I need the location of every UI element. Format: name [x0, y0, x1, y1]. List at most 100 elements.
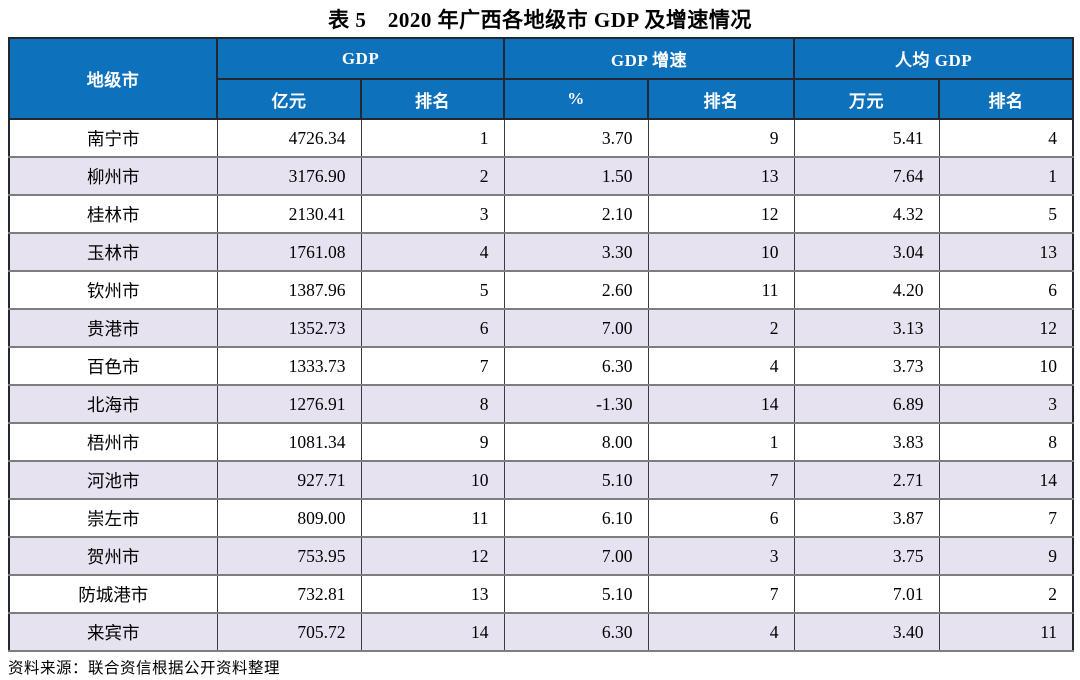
city-cell: 百色市 [8, 346, 218, 386]
per-capita-cell: 3.13 [793, 308, 940, 348]
table-row: 柳州市 3176.90 2 1.50 13 7.64 1 [8, 156, 1074, 196]
header-group-gdp-growth: GDP 增速 [503, 37, 796, 80]
per-capita-rank-cell: 10 [938, 346, 1074, 386]
header-gdp-rank: 排名 [359, 78, 506, 120]
growth-cell: 3.70 [503, 118, 649, 158]
growth-rank-cell: 12 [647, 194, 795, 234]
growth-rank-cell: 4 [647, 612, 795, 652]
per-capita-cell: 3.83 [793, 422, 940, 462]
growth-cell: 5.10 [503, 460, 649, 500]
table-title: 表 5 2020 年广西各地级市 GDP 及增速情况 [328, 7, 752, 32]
per-capita-cell: 2.71 [793, 460, 940, 500]
gdp-cell: 1081.34 [216, 422, 362, 462]
gdp-cell: 3176.90 [216, 156, 362, 196]
growth-cell: 5.10 [503, 574, 649, 614]
per-capita-cell: 3.04 [793, 232, 940, 272]
table-row: 河池市 927.71 10 5.10 7 2.71 14 [8, 460, 1074, 500]
growth-cell: 7.00 [503, 536, 649, 576]
header-per-capita-unit: 万元 [793, 78, 941, 120]
table-row: 防城港市 732.81 13 5.10 7 7.01 2 [8, 574, 1074, 614]
city-cell: 崇左市 [8, 498, 218, 538]
growth-rank-cell: 11 [647, 270, 795, 310]
city-cell: 梧州市 [8, 422, 218, 462]
gdp-cell: 809.00 [216, 498, 362, 538]
per-capita-rank-cell: 12 [938, 308, 1074, 348]
gdp-cell: 705.72 [216, 612, 362, 652]
gdp-rank-cell: 14 [360, 612, 505, 652]
gdp-cell: 1333.73 [216, 346, 362, 386]
header-group-gdp: GDP [215, 37, 506, 80]
per-capita-cell: 4.32 [793, 194, 940, 234]
growth-cell: 7.00 [503, 308, 649, 348]
table-row: 玉林市 1761.08 4 3.30 10 3.04 13 [8, 232, 1074, 272]
gdp-cell: 1387.96 [216, 270, 362, 310]
table-row: 崇左市 809.00 11 6.10 6 3.87 7 [8, 498, 1074, 538]
per-capita-rank-cell: 9 [938, 536, 1074, 576]
growth-cell: 2.10 [503, 194, 649, 234]
city-cell: 南宁市 [8, 118, 218, 158]
table-body: 南宁市 4726.34 1 3.70 9 5.41 4 柳州市 3176.90 2 1.50 13 7.… [8, 118, 1074, 652]
gdp-rank-cell: 6 [360, 308, 505, 348]
growth-rank-cell: 13 [647, 156, 795, 196]
per-capita-cell: 3.87 [793, 498, 940, 538]
gdp-table: 地级市 GDP GDP 增速 人均 GDP 亿元 排名 % 排名 万元 排名 南… [8, 37, 1075, 652]
growth-rank-cell: 7 [647, 574, 795, 614]
per-capita-rank-cell: 1 [938, 156, 1074, 196]
gdp-rank-cell: 2 [360, 156, 505, 196]
per-capita-cell: 3.73 [793, 346, 940, 386]
per-capita-cell: 3.40 [793, 612, 940, 652]
per-capita-rank-cell: 5 [938, 194, 1074, 234]
table-row: 北海市 1276.91 8 -1.30 14 6.89 3 [8, 384, 1074, 424]
gdp-rank-cell: 4 [360, 232, 505, 272]
gdp-rank-cell: 11 [360, 498, 505, 538]
gdp-rank-cell: 3 [360, 194, 505, 234]
city-cell: 桂林市 [8, 194, 218, 234]
header-growth-unit: % [503, 78, 650, 120]
city-cell: 柳州市 [8, 156, 218, 196]
header-growth-rank: 排名 [647, 78, 796, 120]
growth-rank-cell: 1 [647, 422, 795, 462]
growth-cell: 1.50 [503, 156, 649, 196]
table-row: 梧州市 1081.34 9 8.00 1 3.83 8 [8, 422, 1074, 462]
gdp-cell: 1761.08 [216, 232, 362, 272]
growth-cell: -1.30 [503, 384, 649, 424]
per-capita-rank-cell: 3 [938, 384, 1074, 424]
growth-rank-cell: 6 [647, 498, 795, 538]
table-row: 贺州市 753.95 12 7.00 3 3.75 9 [8, 536, 1074, 576]
per-capita-rank-cell: 6 [938, 270, 1074, 310]
growth-cell: 2.60 [503, 270, 649, 310]
growth-rank-cell: 4 [647, 346, 795, 386]
gdp-rank-cell: 12 [360, 536, 505, 576]
per-capita-cell: 7.64 [793, 156, 940, 196]
gdp-rank-cell: 7 [360, 346, 505, 386]
per-capita-rank-cell: 14 [938, 460, 1074, 500]
gdp-rank-cell: 5 [360, 270, 505, 310]
per-capita-cell: 3.75 [793, 536, 940, 576]
table-row: 来宾市 705.72 14 6.30 4 3.40 11 [8, 612, 1074, 652]
growth-cell: 3.30 [503, 232, 649, 272]
header-sub-row: 亿元 排名 % 排名 万元 排名 [9, 78, 1075, 120]
growth-rank-cell: 2 [647, 308, 795, 348]
city-cell: 防城港市 [8, 574, 218, 614]
per-capita-cell: 6.89 [793, 384, 940, 424]
growth-cell: 6.30 [503, 612, 649, 652]
header-group-gdp-per-capita: 人均 GDP [793, 37, 1075, 80]
growth-rank-cell: 10 [647, 232, 795, 272]
growth-cell: 6.10 [503, 498, 649, 538]
gdp-rank-cell: 10 [360, 460, 505, 500]
city-cell: 北海市 [8, 384, 218, 424]
gdp-rank-cell: 9 [360, 422, 505, 462]
per-capita-rank-cell: 13 [938, 232, 1074, 272]
per-capita-rank-cell: 7 [938, 498, 1074, 538]
gdp-cell: 753.95 [216, 536, 362, 576]
table-header: 地级市 GDP GDP 增速 人均 GDP 亿元 排名 % 排名 万元 排名 [8, 37, 1075, 120]
per-capita-cell: 5.41 [793, 118, 940, 158]
source-note: 资料来源：联合资信根据公开资料整理 [8, 660, 281, 677]
per-capita-rank-cell: 8 [938, 422, 1074, 462]
growth-cell: 8.00 [503, 422, 649, 462]
city-cell: 贵港市 [8, 308, 218, 348]
growth-rank-cell: 3 [647, 536, 795, 576]
growth-cell: 6.30 [503, 346, 649, 386]
growth-rank-cell: 14 [647, 384, 795, 424]
